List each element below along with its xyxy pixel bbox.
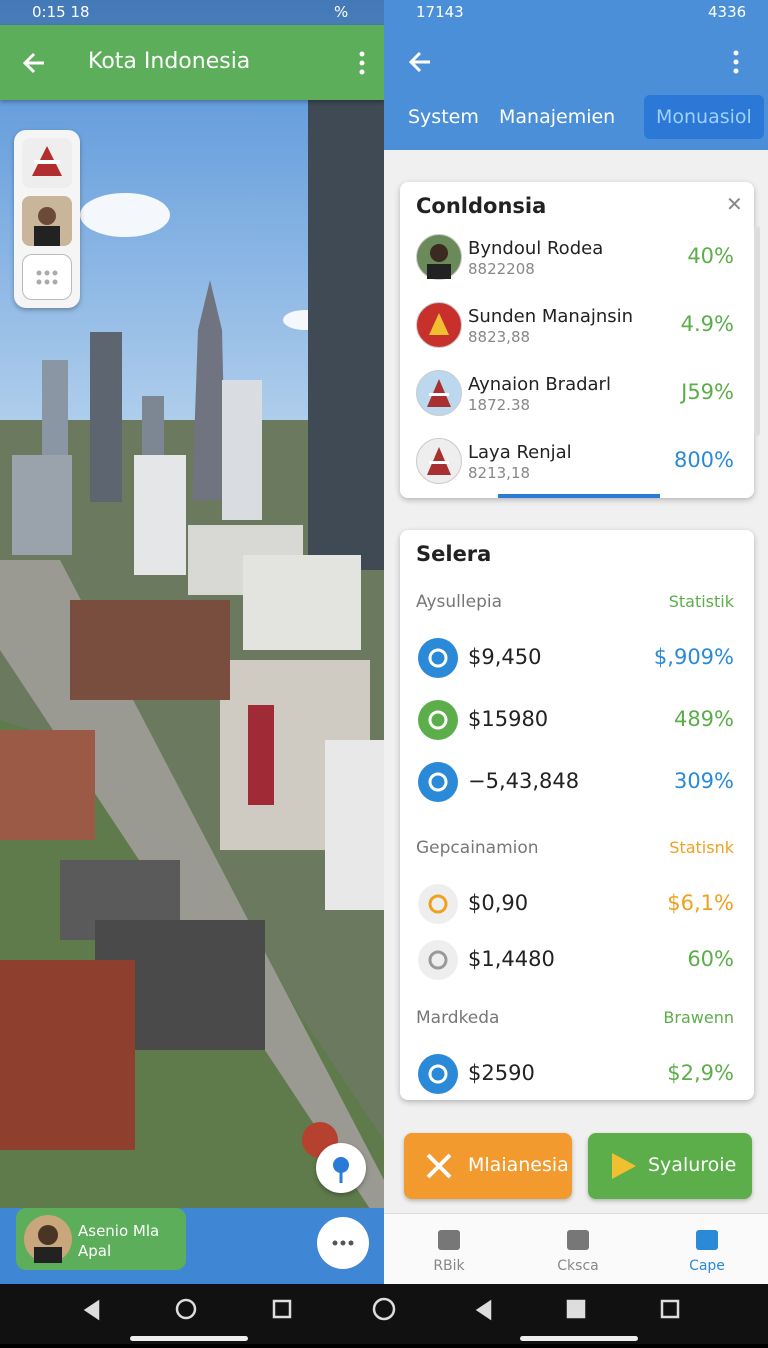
nav-label[interactable]: Cksca: [557, 1258, 599, 1274]
status-battery: 4336: [708, 3, 747, 21]
scroll-indicator: [498, 494, 660, 498]
status-time: 17143: [416, 3, 464, 21]
row-avatar: [416, 370, 462, 416]
button-label: Syaluroie: [648, 1154, 737, 1176]
row-percent: $2,9%: [667, 1061, 734, 1085]
section-label: Aysullepia: [416, 592, 503, 612]
row-percent: $6,1%: [667, 891, 734, 915]
tab[interactable]: Manajemien: [499, 106, 616, 128]
profile-name: Asenio Mla: [78, 1222, 160, 1240]
row-percent: 4.9%: [680, 312, 734, 336]
menu-button[interactable]: [352, 49, 372, 77]
status-battery: %: [334, 3, 349, 21]
row-icon: [418, 884, 458, 924]
tool-monument[interactable]: [22, 138, 72, 188]
row-amount: $9,450: [468, 645, 542, 669]
row-amount: $0,90: [468, 891, 529, 915]
row-amount: $2590: [468, 1061, 535, 1085]
row-percent: 309%: [673, 769, 734, 793]
tab[interactable]: Monuasiol: [644, 95, 764, 139]
app-title: Kota Indonesia: [88, 49, 251, 74]
stats-card: Selera Aysullepia Statistik $9,450 $,909% $1…: [400, 530, 754, 1100]
scrollbar: [754, 226, 760, 436]
section-tag: Statisnk: [669, 838, 734, 857]
row-percent: J59%: [681, 380, 734, 404]
nav-icon[interactable]: [694, 1226, 720, 1252]
row-name: Laya Renjal: [468, 442, 572, 463]
card-title: Conldonsia: [416, 194, 547, 218]
bottom-nav: RBik Cksca Cape: [384, 1213, 768, 1284]
list-card: Conldonsia ✕ Byndoul Rodea 8822208 40% Sund…: [400, 182, 760, 498]
row-avatar: [416, 438, 462, 484]
nav-icon[interactable]: [565, 1226, 591, 1252]
back-button[interactable]: [406, 48, 434, 76]
tool-person[interactable]: [22, 196, 72, 246]
row-percent: $,909%: [653, 645, 734, 669]
right-pane: 17143 4336 Conldonsia ✕ Byndoul Rodea 882…: [384, 0, 768, 1284]
row-icon: [418, 940, 458, 980]
button-label: Mlaianesia: [468, 1154, 569, 1176]
row-percent: 489%: [673, 707, 734, 731]
profile-avatar: [24, 1215, 72, 1263]
row-code: 8823,88: [468, 328, 531, 346]
nav-icon[interactable]: [436, 1226, 462, 1252]
action-button[interactable]: Mlaianesia: [404, 1133, 572, 1199]
profile-card[interactable]: Asenio Mla Apal: [16, 1208, 186, 1270]
row-icon: [418, 638, 458, 678]
nav-label[interactable]: RBik: [433, 1258, 465, 1274]
row-percent: 40%: [687, 244, 734, 268]
back-button[interactable]: [20, 49, 48, 77]
location-button[interactable]: [316, 1143, 366, 1193]
app-bar: Kota Indonesia: [0, 25, 384, 100]
row-percent: 800%: [673, 448, 734, 472]
system-nav: [0, 1284, 768, 1344]
row-icon: [418, 762, 458, 802]
row-name: Sunden Manajnsin: [468, 306, 634, 327]
card-title: Selera: [416, 542, 492, 566]
side-toolbar: [14, 130, 80, 308]
action-button[interactable]: Syaluroie: [588, 1133, 752, 1199]
section-tag: Brawenn: [663, 1008, 734, 1027]
row-avatar: [416, 234, 462, 280]
nav-label[interactable]: Cape: [689, 1258, 725, 1274]
status-bar: 0:15 18 %: [0, 0, 384, 25]
row-amount: −5,43,848: [468, 769, 580, 793]
row-icon: [418, 1054, 458, 1094]
row-code: 1872.38: [468, 396, 531, 414]
row-amount: $1,4480: [468, 947, 555, 971]
profile-subtitle: Apal: [78, 1242, 112, 1260]
chat-button[interactable]: [317, 1217, 369, 1269]
close-button[interactable]: ✕: [726, 192, 743, 216]
row-name: Aynaion Bradarl: [468, 374, 611, 395]
row-icon: [418, 700, 458, 740]
row-percent: 60%: [687, 947, 734, 971]
tab[interactable]: System: [408, 106, 479, 128]
section-tag: Statistik: [668, 592, 734, 611]
section-label: Mardkeda: [416, 1008, 500, 1028]
row-name: Byndoul Rodea: [468, 238, 604, 259]
row-code: 8213,18: [468, 464, 531, 482]
row-avatar: [416, 302, 462, 348]
left-pane: 0:15 18 % Kota Indonesia Asenio Mla Apal: [0, 0, 384, 1284]
tool-more[interactable]: [22, 254, 72, 300]
menu-button[interactable]: [726, 48, 746, 76]
row-code: 8822208: [468, 260, 535, 278]
row-amount: $15980: [468, 707, 549, 731]
status-time: 0:15 18: [32, 3, 90, 21]
section-label: Gepcainamion: [416, 838, 539, 858]
